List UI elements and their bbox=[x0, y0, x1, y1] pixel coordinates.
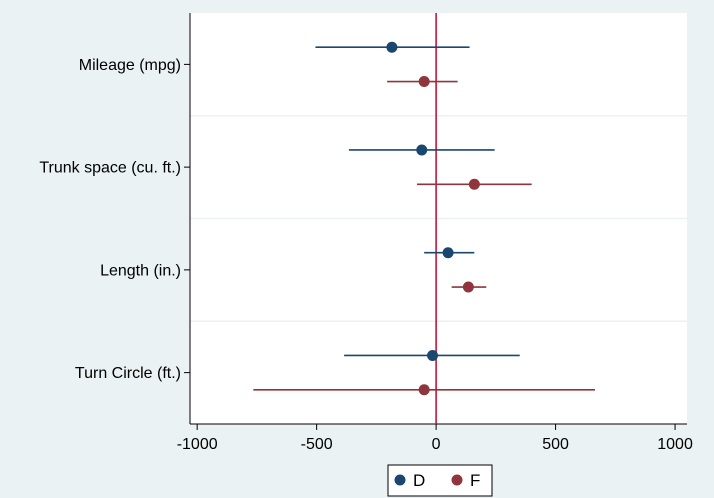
legend-marker-f bbox=[451, 474, 463, 486]
legend-marker-d bbox=[394, 474, 406, 486]
category-separators bbox=[190, 115, 687, 322]
y-tick-label-trunk-space-cu-ft: Trunk space (cu. ft.) bbox=[39, 160, 181, 177]
series-f-length-in-point bbox=[462, 281, 474, 293]
legend-label-f: F bbox=[470, 471, 480, 490]
series-d-trunk-space-cu-ft-point bbox=[416, 144, 428, 156]
legend: D F bbox=[387, 464, 493, 497]
x-tick-label: 0 bbox=[432, 436, 441, 453]
series-f-trunk-space-cu-ft-point bbox=[468, 178, 480, 190]
series-f-turn-circle-ft-point bbox=[418, 384, 430, 396]
y-tick-label-mileage-mpg: Mileage (mpg) bbox=[79, 57, 181, 74]
series-marks bbox=[253, 41, 596, 396]
x-axis: -1000 -500 0 500 1000 bbox=[177, 424, 693, 453]
x-tick-label: -1000 bbox=[177, 436, 218, 453]
x-tick-label: 1000 bbox=[657, 436, 693, 453]
series-f-mileage-mpg-point bbox=[418, 76, 430, 88]
x-tick-label: -500 bbox=[301, 436, 333, 453]
series-d-turn-circle-ft-point bbox=[427, 349, 439, 361]
series-d-length-in-point bbox=[442, 247, 454, 259]
series-d-mileage-mpg-point bbox=[386, 41, 398, 53]
y-axis: Mileage (mpg) Trunk space (cu. ft.) Length… bbox=[39, 57, 190, 382]
y-tick-label-length-in: Length (in.) bbox=[100, 262, 181, 279]
y-tick-label-turn-circle-ft: Turn Circle (ft.) bbox=[75, 365, 181, 382]
legend-label-d: D bbox=[413, 471, 425, 490]
x-tick-label: 500 bbox=[542, 436, 569, 453]
